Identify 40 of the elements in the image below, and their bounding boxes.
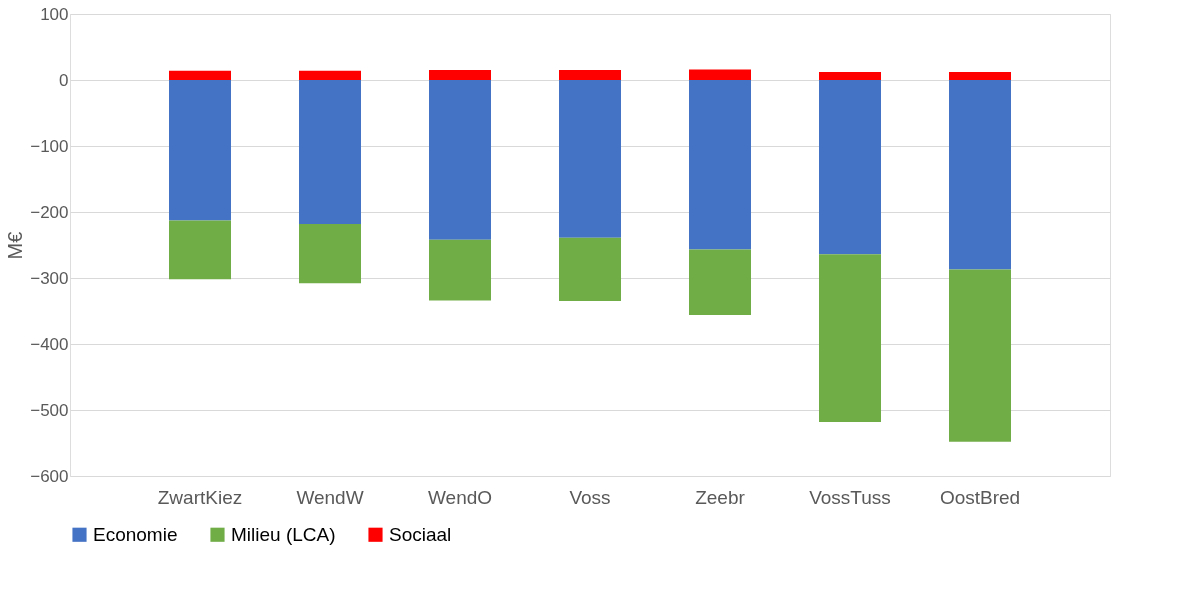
bar <box>559 80 621 238</box>
x-tick-label: Zeebr <box>695 486 746 508</box>
x-tick-label: OostBred <box>939 486 1021 508</box>
bar <box>949 80 1011 270</box>
y-tick-label: −600 <box>30 466 69 486</box>
legend-label: Milieu (LCA) <box>231 523 336 545</box>
x-tick-label: Voss <box>569 486 611 508</box>
bar <box>429 80 491 240</box>
bar <box>169 220 231 280</box>
x-tick-label: VossTuss <box>809 486 891 508</box>
x-tick-label: WendW <box>296 486 364 508</box>
bar <box>559 70 621 80</box>
bar <box>169 70 231 80</box>
bar <box>169 80 231 221</box>
bar <box>689 249 751 315</box>
y-tick-label: −300 <box>30 268 69 288</box>
legend-label: Economie <box>93 523 178 545</box>
bar <box>689 69 751 80</box>
bar <box>689 80 751 250</box>
x-tick-label: ZwartKiez <box>157 486 243 508</box>
bar <box>299 80 361 224</box>
bar <box>299 70 361 80</box>
bar <box>819 254 881 422</box>
bar <box>429 239 491 301</box>
y-tick-label: −100 <box>30 136 69 156</box>
bar <box>819 72 881 80</box>
x-tick-label: WendO <box>427 486 493 508</box>
y-tick-label: 100 <box>40 4 69 24</box>
bar <box>819 80 881 255</box>
y-axis-title: M€ <box>4 231 27 260</box>
y-tick-label: −200 <box>30 202 69 222</box>
y-tick-label: −500 <box>30 400 69 420</box>
bar <box>949 72 1011 80</box>
bar <box>559 237 621 302</box>
bar <box>949 269 1011 442</box>
legend-label: Sociaal <box>389 523 452 545</box>
bar <box>429 70 491 80</box>
bar <box>299 223 361 284</box>
y-tick-label: −400 <box>30 334 69 354</box>
y-tick-label: 0 <box>59 70 69 90</box>
